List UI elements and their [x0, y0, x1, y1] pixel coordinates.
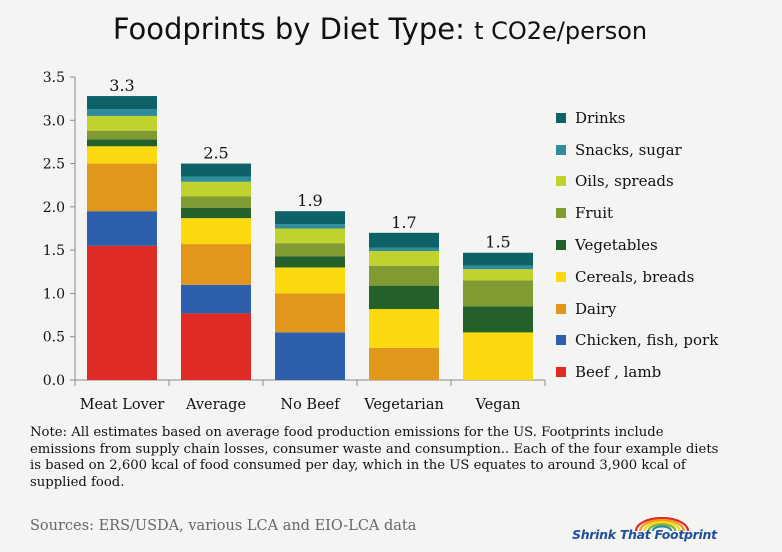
legend-label: Chicken, fish, pork: [575, 331, 719, 350]
x-category-label: No Beef: [280, 397, 341, 413]
legend-label: Dairy: [575, 299, 617, 318]
logo-text: Shrink That Footprint: [572, 527, 717, 542]
total-label: 1.9: [297, 191, 322, 210]
bar-segment: [275, 224, 345, 229]
total-label: 3.3: [109, 76, 134, 95]
bar-segment: [181, 207, 251, 219]
legend-label: Beef , lamb: [575, 363, 662, 382]
chart-title: Foodprints by Diet Type: t CO2e/person: [0, 12, 760, 46]
y-tick-label: 3.5: [43, 70, 65, 86]
logo-arc: [639, 519, 685, 531]
sources-text: Sources: ERS/USDA, various LCA and EIO-L…: [30, 518, 417, 534]
bar-segment: [463, 306, 533, 333]
bar-segment: [181, 244, 251, 285]
legend-item: Cereals, breads: [556, 261, 776, 293]
legend-label: Cereals, breads: [575, 267, 695, 286]
shrink-that-footprint-logo: Shrink That Footprint: [572, 517, 722, 543]
legend-swatch: [556, 144, 566, 155]
chart-title-unit: t CO2e/person: [474, 17, 648, 45]
legend-item: Chicken, fish, pork: [556, 325, 776, 357]
x-category-label: Vegetarian: [363, 397, 444, 413]
logo-arc: [647, 523, 677, 531]
bar-segment: [87, 139, 157, 147]
legend-label: Oils, spreads: [575, 172, 674, 191]
bar-segment: [463, 252, 533, 266]
stacked-bar-chart: 0.0 0.5 1.0 1.5 2.0 2.5 3.0 3.5 3.3 Meat Lover 2.5…: [43, 70, 546, 413]
legend-swatch: [556, 176, 566, 187]
x-category-label: Meat Lover: [80, 397, 165, 413]
y-tick-label: 1.5: [43, 243, 65, 259]
bar-segment: [181, 313, 251, 380]
legend-label: Snacks, sugar: [575, 140, 682, 159]
legend-swatch: [556, 271, 566, 282]
logo-arcs-icon: [634, 517, 690, 531]
legend-item: Drinks: [556, 102, 776, 134]
bar-segment: [87, 245, 157, 380]
bar-segment: [463, 332, 533, 380]
bar-segment: [87, 163, 157, 212]
bar-segment: [369, 232, 439, 248]
x-category-label: Average: [185, 397, 246, 413]
legend-label: Vegetables: [575, 236, 658, 255]
bar-segment: [87, 146, 157, 164]
bar-segment: [463, 265, 533, 270]
legend-swatch: [556, 335, 566, 346]
total-label: 1.7: [391, 213, 416, 232]
logo-arc: [634, 517, 690, 531]
bar-segment: [369, 309, 439, 348]
legend-swatch: [556, 367, 566, 378]
legend-item: Fruit: [556, 197, 776, 229]
bar-segment: [181, 284, 251, 314]
bar-segment: [463, 269, 533, 281]
bar-segment: [369, 347, 439, 380]
bar-segment: [275, 228, 345, 244]
bar-segment: [181, 181, 251, 197]
legend-item: Beef , lamb: [556, 356, 776, 388]
legend-label: Drinks: [575, 108, 626, 127]
legend-swatch: [556, 112, 566, 123]
legend-swatch: [556, 240, 566, 251]
bar-segment: [87, 96, 157, 110]
legend-label: Fruit: [575, 204, 614, 223]
y-tick-label: 1.0: [43, 286, 65, 302]
bar-segment: [369, 285, 439, 310]
y-tick-label: 2.5: [43, 157, 65, 173]
y-tick-label: 3.0: [43, 113, 65, 129]
y-tick-label: 0.0: [43, 373, 65, 389]
chart-title-text: Foodprints by Diet Type:: [112, 12, 465, 46]
bar-segment: [87, 130, 157, 140]
logo-arc: [651, 525, 673, 531]
bar-segment: [463, 280, 533, 307]
bar-segment: [369, 251, 439, 266]
chart-note: Note: All estimates based on average foo…: [30, 425, 719, 490]
bar-segment: [181, 163, 251, 177]
legend-item: Oils, spreads: [556, 166, 776, 198]
bar-segment: [87, 211, 157, 246]
chart-legend: Drinks Snacks, sugar Oils, spreads Fruit Veg…: [556, 102, 776, 388]
legend-item: Dairy: [556, 293, 776, 325]
bar-segment: [275, 243, 345, 257]
bar-segment: [369, 265, 439, 286]
logo-arc: [643, 521, 681, 531]
bar-segment: [275, 211, 345, 225]
bar-segment: [181, 218, 251, 245]
legend-item: Snacks, sugar: [556, 134, 776, 166]
bar-segment: [181, 196, 251, 208]
total-label: 1.5: [485, 233, 510, 252]
total-label: 2.5: [203, 144, 228, 163]
bar-segment: [369, 247, 439, 252]
bar-segment: [87, 115, 157, 131]
bar-segment: [87, 109, 157, 116]
bar-segment: [275, 293, 345, 333]
legend-swatch: [556, 208, 566, 219]
bar-segment: [181, 176, 251, 182]
y-tick-label: 2.0: [43, 200, 65, 216]
legend-item: Vegetables: [556, 229, 776, 261]
bar-segment: [275, 332, 345, 380]
bar-segment: [275, 267, 345, 294]
legend-swatch: [556, 303, 566, 314]
y-tick-label: 0.5: [43, 330, 65, 346]
x-category-label: Vegan: [475, 397, 521, 413]
bar-segment: [275, 256, 345, 268]
